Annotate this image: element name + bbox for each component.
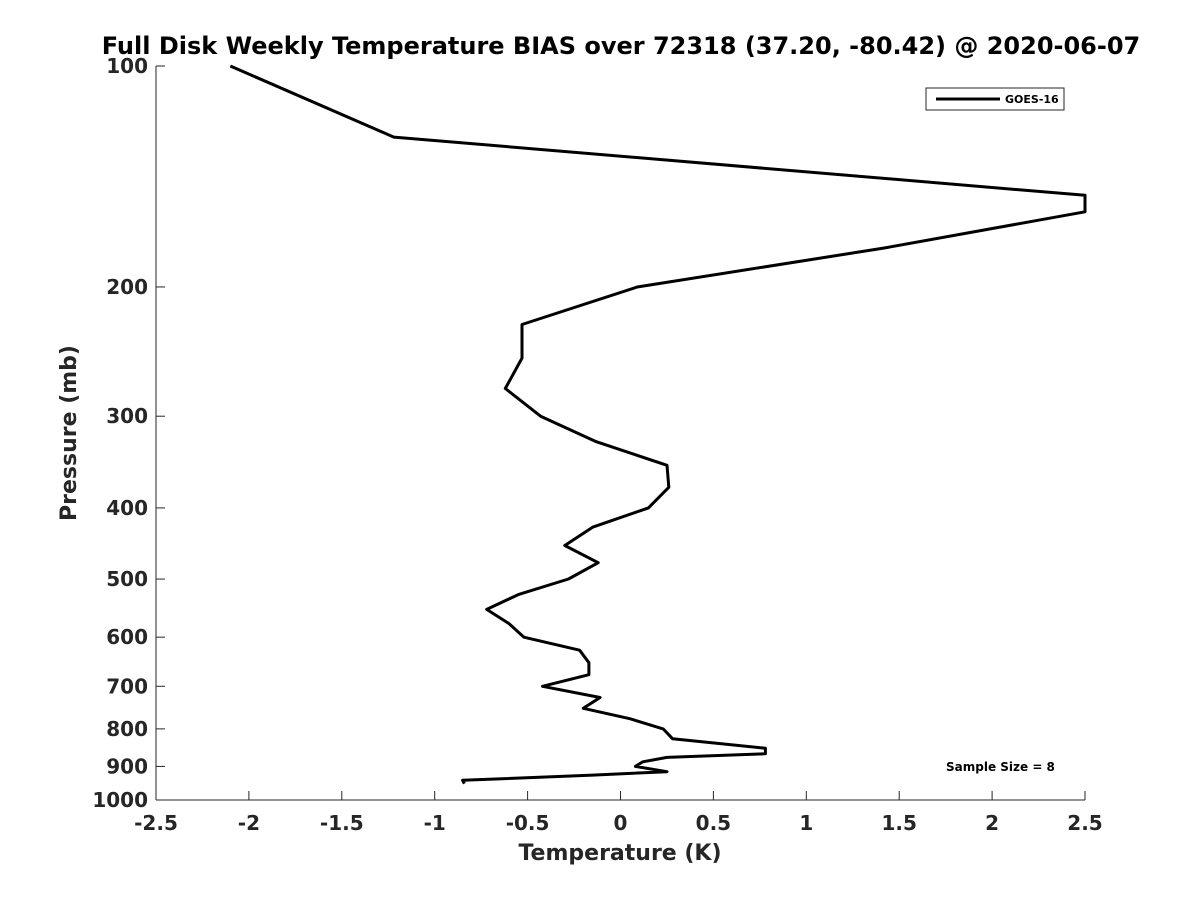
x-tick-label: -1 [424, 811, 446, 835]
y-axis-label: Pressure (mb) [57, 345, 82, 521]
x-tick-label: -2.5 [134, 811, 178, 835]
sample-size-annotation: Sample Size = 8 [946, 760, 1055, 774]
y-tick-label: 900 [106, 754, 148, 778]
y-tick-label: 800 [106, 717, 148, 741]
y-tick-label: 400 [106, 496, 148, 520]
x-axis-ticks: -2.5 -2 -1.5 -1 -0.5 0 0.5 1 1.5 2 2.5 [134, 791, 1103, 835]
x-tick-label: 1.5 [881, 811, 916, 835]
x-tick-label: 1 [799, 811, 813, 835]
y-tick-label: 1000 [92, 788, 148, 812]
y-tick-label: 100 [106, 54, 148, 78]
y-axis-ticks: 100 200 300 400 500 600 700 800 900 1000 [92, 54, 165, 812]
y-tick-label: 300 [106, 404, 148, 428]
chart-title: Full Disk Weekly Temperature BIAS over 7… [102, 32, 1141, 60]
x-tick-label: 0.5 [696, 811, 731, 835]
x-tick-label: 2 [985, 811, 999, 835]
legend-label-goes-16: GOES-16 [1005, 93, 1059, 106]
x-axis-label: Temperature (K) [518, 841, 721, 866]
y-tick-label: 700 [106, 674, 148, 698]
legend: GOES-16 [925, 87, 1065, 111]
x-tick-label: 2.5 [1067, 811, 1102, 835]
y-tick-label: 200 [106, 275, 148, 299]
x-tick-label: -2 [238, 811, 260, 835]
x-tick-label: -1.5 [320, 811, 364, 835]
y-tick-label: 500 [106, 567, 148, 591]
series-line-goes-16 [229, 64, 1087, 785]
x-tick-label: 0 [614, 811, 628, 835]
x-tick-label: -0.5 [506, 811, 550, 835]
y-tick-label: 600 [106, 625, 148, 649]
